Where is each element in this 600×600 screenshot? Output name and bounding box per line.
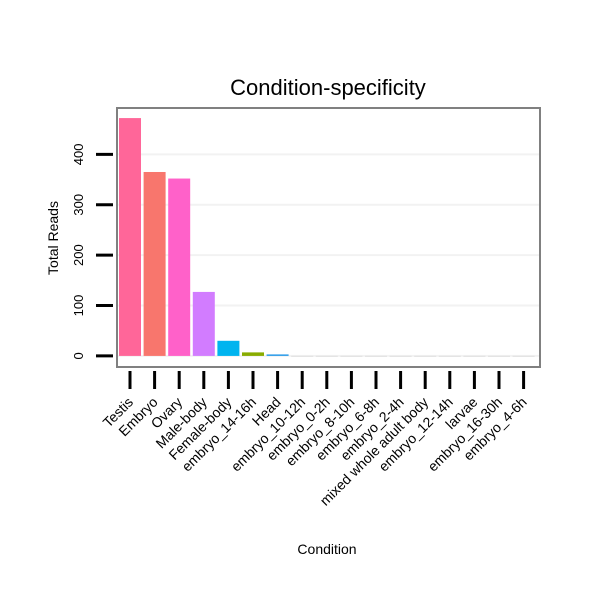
y-axis-ticks: 0 100 200 300 400	[71, 144, 113, 360]
bar-14	[438, 355, 461, 357]
x-axis-ticks: TestisEmbryoOvaryMale-bodyFemale-bodyemb…	[99, 371, 530, 509]
bar-12	[389, 355, 412, 357]
bar-8	[291, 355, 314, 357]
bar-10	[340, 355, 363, 357]
bar-2	[143, 171, 166, 356]
bar-11	[365, 355, 387, 357]
bars	[119, 118, 535, 357]
y-axis-label: Total Reads	[45, 201, 61, 275]
x-axis-label: Condition	[297, 541, 356, 557]
bar-5	[217, 340, 240, 356]
plot-frame	[116, 107, 541, 368]
y-tick-label-3: 300	[71, 194, 86, 216]
bar-9	[315, 355, 338, 357]
y-tick-label-1: 100	[71, 295, 86, 317]
bar-3	[168, 178, 191, 356]
y-tick-label-0: 0	[71, 352, 86, 359]
bar-17	[512, 355, 535, 357]
bar-1	[119, 118, 141, 356]
bar-7	[266, 354, 289, 356]
y-tick-label-4: 400	[71, 144, 86, 166]
bar-4	[192, 291, 215, 356]
y-tick-label-2: 200	[71, 244, 86, 266]
bar-6	[242, 352, 264, 356]
chart-title: Condition-specificity	[230, 75, 426, 100]
bar-15	[463, 355, 486, 357]
bar-13	[414, 355, 437, 357]
bar-16	[488, 355, 510, 357]
